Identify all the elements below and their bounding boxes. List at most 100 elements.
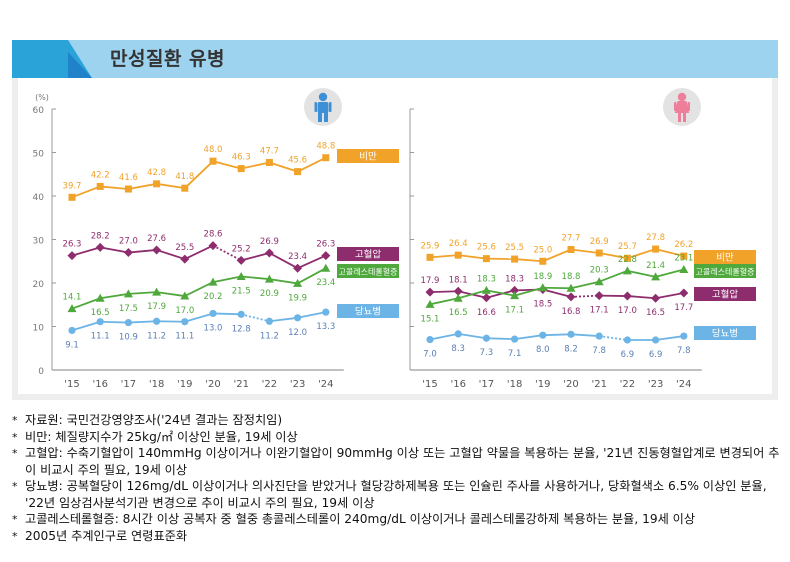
legend-label: 당뇨병 (355, 307, 381, 318)
series-segment (156, 182, 185, 190)
legend-diabetes: 당뇨병 (694, 326, 756, 340)
series-segment (599, 335, 628, 341)
x-tick-label: '19 (177, 379, 192, 390)
data-point (425, 299, 435, 308)
data-point (652, 336, 660, 344)
data-point (96, 182, 104, 190)
series-hypertension: 17.9 18.1 16.6 18.3 18.5 16.8 17.1 17.0 16.5 17.7 (421, 274, 694, 318)
series-segment (486, 289, 515, 297)
x-tick-label: '18 (149, 379, 164, 390)
data-label: 20.3 (590, 266, 609, 276)
data-label: 17.7 (674, 303, 693, 313)
footnote-obesity: 비만: 체질량지수가 25kg/㎡ 이상인 분율, 19세 이상 (12, 429, 782, 445)
data-point (594, 291, 604, 301)
data-point (180, 254, 190, 264)
data-point (566, 283, 576, 292)
data-label: 16.5 (91, 308, 110, 318)
footnotes: 자료원: 국민건강영양조사('24년 결과는 잠정치임) 비만: 체질량지수가 … (12, 412, 782, 545)
series-segment (514, 258, 543, 263)
data-label: 28.6 (204, 230, 223, 240)
data-point (511, 255, 519, 263)
series-segment (570, 294, 600, 298)
data-point (181, 318, 189, 326)
data-point (651, 293, 661, 303)
icon-head (318, 92, 328, 102)
data-point (294, 168, 302, 176)
x-tick-label: '16 (450, 379, 465, 390)
data-label: 41.8 (175, 172, 194, 182)
data-point (567, 246, 575, 254)
data-point (595, 249, 603, 257)
series-segment (599, 252, 628, 260)
legend-label: 당뇨병 (712, 329, 738, 340)
series-segment (429, 290, 459, 294)
data-point (294, 314, 302, 322)
series-segment (184, 281, 214, 297)
data-label: 8.2 (564, 344, 578, 354)
data-label: 21.4 (646, 261, 665, 271)
prevalence-charts: 0 10 20 30 40 50 60 (%) '15 '16 '17 '18 '19 '20 '21 '22… (33, 88, 756, 390)
series-segment (241, 275, 270, 280)
data-label: 18.9 (533, 272, 552, 282)
x-tick-label: '15 (422, 379, 437, 390)
series-segment (570, 248, 600, 254)
data-point (652, 245, 660, 253)
data-label: 42.2 (91, 170, 110, 180)
y-tick-label: 60 (33, 106, 45, 116)
x-tick-label: '20 (563, 379, 578, 390)
data-label: 7.8 (677, 346, 691, 356)
data-label: 17.5 (119, 304, 138, 314)
series-segment (570, 280, 600, 290)
chart-panel-inner (18, 78, 772, 394)
data-label: 16.5 (646, 308, 665, 318)
footnote-hypertension: 고혈압: 수축기혈압이 140mmHg 이상이거나 이완기혈압이 90mmHg … (12, 445, 782, 478)
series-segment (268, 252, 299, 270)
series-segment (655, 248, 685, 257)
legend-hypertension: 고혈압 (694, 287, 756, 301)
data-label: 48.8 (316, 142, 335, 152)
series-segment (429, 297, 459, 306)
data-point (293, 278, 303, 287)
data-point (426, 253, 434, 261)
series-segment (514, 286, 544, 297)
legend-diabetes: 당뇨병 (337, 304, 399, 318)
data-label: 8.3 (451, 344, 465, 354)
series-segment (297, 267, 327, 285)
data-point (482, 334, 490, 342)
data-label: 26.9 (260, 237, 279, 247)
data-label: 46.3 (232, 153, 251, 163)
data-point (566, 292, 576, 302)
series-segment (269, 161, 298, 173)
data-label: 45.6 (288, 156, 307, 166)
icon-arm (674, 102, 677, 111)
series-segment (458, 333, 487, 340)
series-segment (212, 312, 242, 316)
data-label: 7.0 (423, 350, 437, 360)
data-label: 12.8 (232, 324, 251, 334)
footnote-diabetes: 당뇨병: 공복혈당이 126mg/dL 이상이거나 의사진단을 받았거나 혈당강… (12, 478, 782, 511)
data-point (680, 252, 688, 260)
legend-label: 비만 (716, 253, 734, 264)
data-point (153, 180, 161, 188)
series-segment (71, 246, 101, 257)
series-segment (457, 289, 487, 300)
data-label: 18.5 (533, 300, 552, 310)
data-point (208, 277, 218, 286)
series-segment (655, 268, 685, 278)
x-tick-label: '15 (64, 379, 79, 390)
data-point (237, 165, 245, 173)
data-point (68, 326, 76, 335)
data-point (453, 286, 463, 296)
data-point (623, 254, 631, 262)
data-label: 7.8 (592, 346, 606, 356)
icon-arm (314, 102, 317, 112)
data-point (651, 272, 661, 281)
series-cholesterol: 15.1 16.5 18.3 17.1 18.9 18.8 20.3 22.8 21.4 23.1 (421, 254, 694, 325)
data-point (321, 251, 331, 261)
data-point (481, 293, 491, 303)
x-tick-label: '16 (92, 379, 107, 390)
data-label: 21.5 (232, 286, 251, 296)
x-tick-label: '21 (233, 379, 248, 390)
data-label: 48.0 (204, 145, 223, 155)
